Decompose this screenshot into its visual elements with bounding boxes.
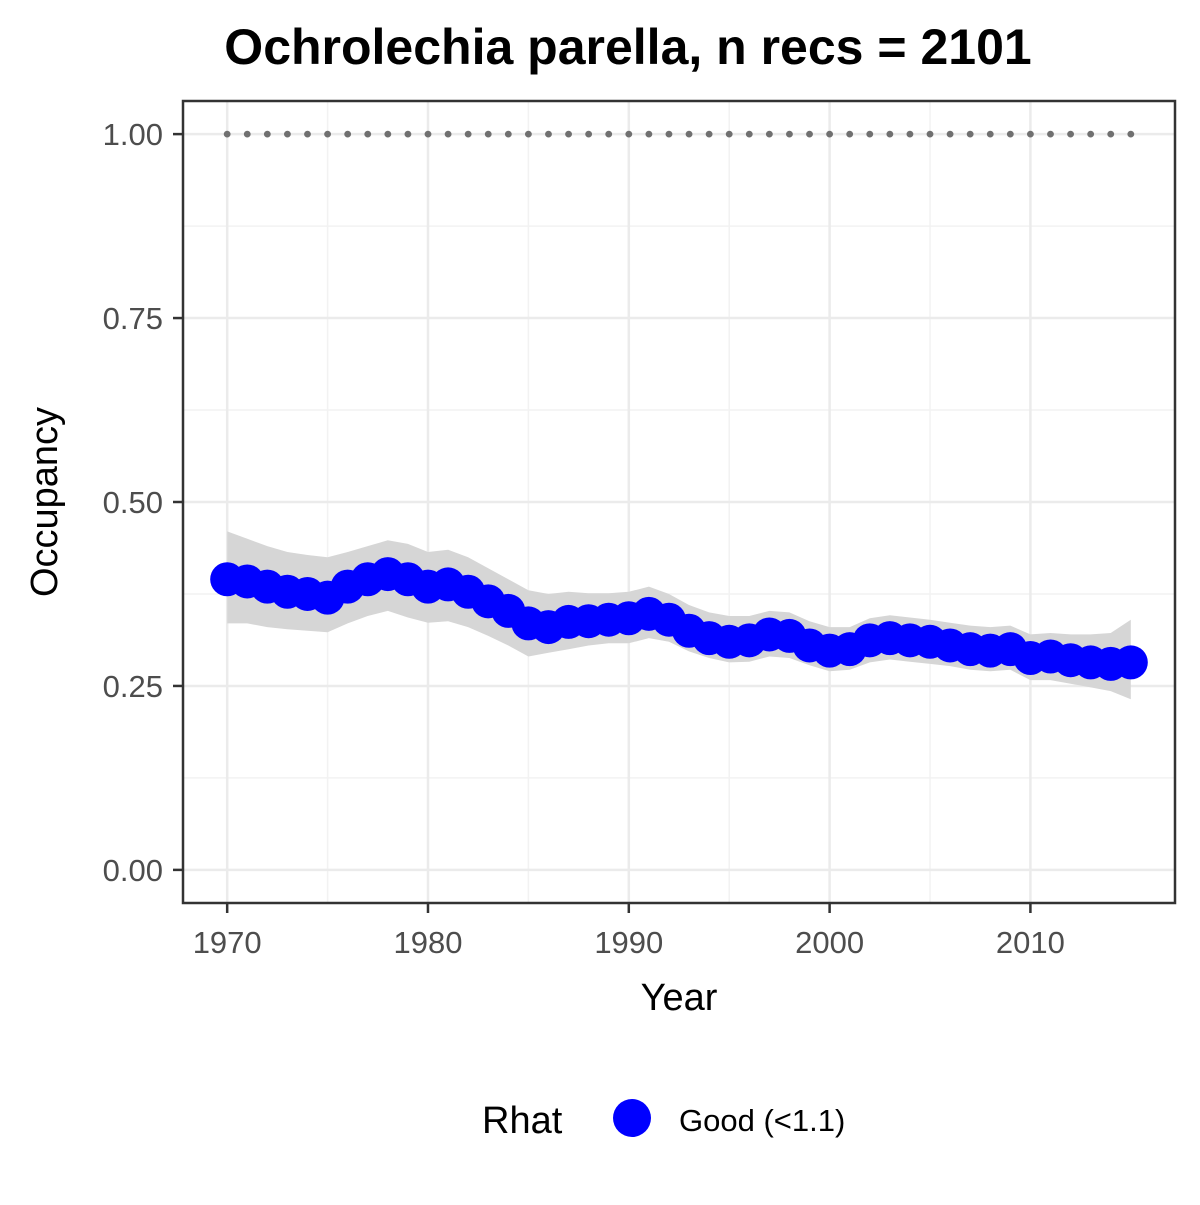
reference-line-point	[705, 130, 713, 138]
reference-line-point	[364, 130, 372, 138]
reference-line-point	[324, 130, 331, 138]
reference-line-point	[786, 130, 793, 138]
y-tick-label: 1.00	[103, 117, 163, 152]
x-tick-label: 2010	[996, 925, 1065, 960]
y-axis-label: Occupancy	[24, 407, 66, 597]
reference-line-point	[986, 130, 994, 138]
reference-line-point	[645, 130, 653, 138]
reference-line-point	[906, 130, 914, 138]
y-tick-label: 0.75	[103, 301, 163, 336]
legend-key-good	[613, 1099, 651, 1137]
reference-line-point	[926, 130, 934, 138]
reference-line-point	[866, 130, 874, 138]
data-point-good	[1113, 645, 1148, 680]
reference-line-point	[806, 130, 813, 138]
reference-line-point	[524, 130, 532, 138]
reference-line-point	[1127, 130, 1135, 138]
reference-line-point	[263, 130, 271, 138]
x-axis-label: Year	[641, 977, 718, 1019]
reference-line-point	[384, 130, 392, 138]
reference-line-point	[565, 130, 572, 138]
reference-line-point	[243, 130, 251, 138]
reference-line-point	[424, 130, 432, 138]
reference-line-point	[1087, 130, 1095, 138]
reference-line-point	[625, 130, 633, 138]
reference-line-point	[444, 130, 452, 138]
y-tick-label: 0.50	[103, 485, 163, 520]
reference-line-point	[685, 130, 693, 138]
reference-line-point	[1107, 130, 1115, 138]
reference-line-point	[484, 130, 492, 138]
reference-line-point	[1006, 130, 1014, 138]
reference-line-point	[404, 130, 412, 138]
x-tick-label: 1980	[394, 925, 463, 960]
legend: Rhat Good (<1.1)	[482, 1099, 845, 1142]
x-tick-label: 1990	[594, 925, 663, 960]
reference-line-point	[665, 130, 673, 138]
y-tick-label: 0.00	[103, 853, 163, 888]
x-tick-label: 1970	[193, 925, 262, 960]
reference-line-point	[304, 130, 311, 138]
reference-line-point	[585, 130, 593, 138]
y-tick-label: 0.25	[103, 669, 163, 704]
reference-line-point	[745, 130, 753, 138]
reference-line-point	[464, 130, 472, 138]
reference-line-point	[545, 130, 552, 138]
reference-line-point	[966, 130, 974, 138]
reference-line-point	[284, 130, 291, 138]
reference-line-point	[826, 130, 834, 138]
reference-line-point	[504, 130, 512, 138]
reference-line-point	[725, 130, 733, 138]
reference-line-point	[765, 130, 773, 138]
reference-line-point	[1047, 130, 1054, 138]
x-tick-label: 2000	[795, 925, 864, 960]
reference-line-point	[846, 130, 854, 138]
reference-line-point	[886, 130, 894, 138]
reference-line-point	[344, 130, 352, 138]
reference-line-point	[223, 130, 231, 138]
chart-title: Ochrolechia parella, n recs = 2101	[224, 19, 1031, 75]
reference-line-point	[946, 130, 954, 138]
reference-line-point	[1067, 130, 1074, 138]
reference-line-point	[1027, 130, 1034, 138]
reference-line-point	[605, 130, 613, 138]
legend-label-good: Good (<1.1)	[679, 1103, 845, 1138]
legend-title: Rhat	[482, 1100, 563, 1142]
